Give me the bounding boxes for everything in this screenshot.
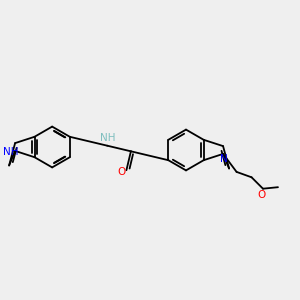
Text: N: N xyxy=(220,154,228,164)
Text: O: O xyxy=(257,190,266,200)
Text: O: O xyxy=(117,167,125,177)
Text: NH: NH xyxy=(100,133,115,143)
Text: NH: NH xyxy=(3,147,18,158)
